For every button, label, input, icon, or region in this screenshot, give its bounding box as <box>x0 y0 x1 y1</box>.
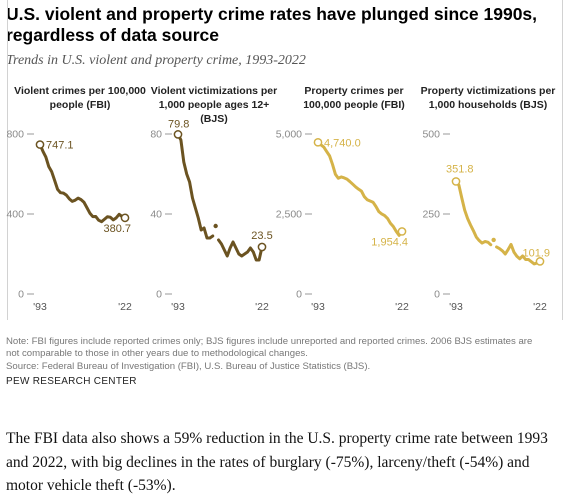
end-point-marker <box>120 213 130 223</box>
start-value-label: 79.8 <box>168 118 189 130</box>
y-tick-label: 250 <box>422 209 440 221</box>
x-tick-label: '93 <box>449 301 463 313</box>
series-line <box>217 238 264 262</box>
x-tick-label: '22 <box>118 301 132 313</box>
data-point <box>213 223 218 229</box>
y-tick-label: 5,000 <box>276 129 302 141</box>
chart-subtitle: Trends in U.S. violent and property crim… <box>6 53 306 68</box>
series-line <box>454 179 493 247</box>
panel-title-violent-bjs: Violent victimizations per 1,000 people … <box>150 85 278 125</box>
end-value-label: 1,954.4 <box>371 236 408 248</box>
panel-title-property-fbi: Property crimes per 100,000 people (FBI) <box>303 85 405 111</box>
x-tick-label: '22 <box>533 301 547 313</box>
note-line-1: Note: FBI figures include reported crime… <box>6 336 533 347</box>
end-point-marker <box>257 242 267 252</box>
series-line <box>316 140 404 237</box>
start-point-marker <box>35 140 45 149</box>
article-paragraph: The FBI data also shows a 59% reduction … <box>6 430 548 494</box>
data-point <box>491 237 496 243</box>
source-line: Source: Federal Bureau of Investigation … <box>6 360 371 372</box>
end-point-marker <box>535 257 545 266</box>
series-line <box>38 143 127 224</box>
pew-credit: PEW RESEARCH CENTER <box>6 376 137 387</box>
series-line <box>495 242 542 266</box>
y-tick-label: 0 <box>156 289 162 301</box>
y-tick-label: 400 <box>6 209 24 221</box>
x-tick-label: '93 <box>311 301 325 313</box>
panel-title-violent-fbi: Violent crimes per 100,000 people (FBI) <box>14 85 146 111</box>
y-tick-label: 80 <box>150 129 162 141</box>
chart-notes: Note: FBI figures include reported crime… <box>6 336 562 373</box>
y-tick-label: 0 <box>18 289 24 301</box>
charts-area: 0 400 800 '93 '22 747.1 380.7 0 40 80 '93 '22 79.8 23… <box>6 118 550 313</box>
x-tick-label: '22 <box>395 301 409 313</box>
y-tick-label: 800 <box>6 129 24 141</box>
start-point-marker <box>173 130 183 139</box>
start-value-label: 4,740.0 <box>324 137 361 149</box>
y-tick-label: 0 <box>296 289 302 301</box>
series-line <box>176 132 215 240</box>
x-tick-label: '22 <box>255 301 269 313</box>
note-line-2: not comparable to those in other years d… <box>6 348 308 360</box>
end-point-marker <box>397 227 407 236</box>
y-tick-label: 500 <box>422 129 440 141</box>
panel-title-property-bjs: Property victimizations per 1,000 househ… <box>420 85 556 111</box>
chart-title: U.S. violent and property crime rates ha… <box>6 4 538 45</box>
panel-divider <box>7 0 8 320</box>
start-value-label: 351.8 <box>446 163 474 175</box>
y-tick-label: 0 <box>434 289 440 301</box>
y-tick-label: 2,500 <box>276 209 302 221</box>
x-tick-label: '93 <box>33 301 47 313</box>
start-point-marker <box>313 137 323 147</box>
panel-divider <box>562 0 563 320</box>
start-value-label: 747.1 <box>46 140 74 152</box>
end-value-label: 23.5 <box>251 230 272 242</box>
start-point-marker <box>451 177 461 186</box>
y-tick-label: 40 <box>150 209 162 221</box>
end-value-label: 101.9 <box>522 247 550 259</box>
x-tick-label: '93 <box>171 301 185 313</box>
end-value-label: 380.7 <box>103 223 131 235</box>
